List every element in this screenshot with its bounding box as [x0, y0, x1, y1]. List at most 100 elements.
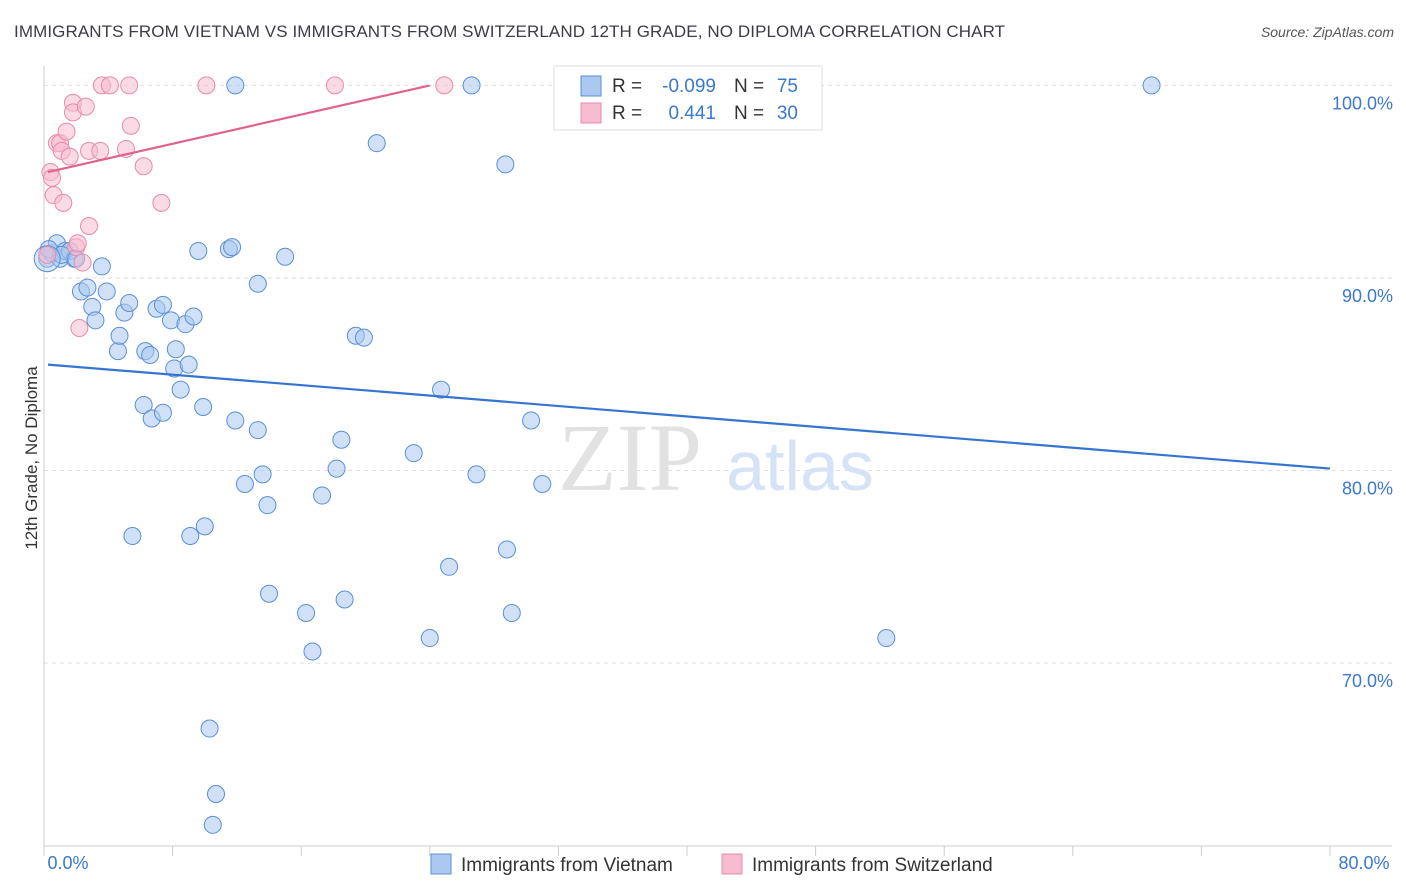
- point-switzerland: [76, 97, 95, 116]
- y-tick-label: 100.0%: [1332, 93, 1393, 113]
- point-vietnam: [110, 326, 129, 345]
- chart-title: IMMIGRANTS FROM VIETNAM VS IMMIGRANTS FR…: [14, 22, 1006, 41]
- legend-label-vietnam: Immigrants from Vietnam: [461, 855, 673, 876]
- point-vietnam: [108, 342, 127, 361]
- point-switzerland: [134, 157, 153, 176]
- point-vietnam: [258, 496, 277, 515]
- stats-swatch-switzerland: [580, 102, 602, 124]
- point-switzerland: [70, 319, 89, 338]
- point-vietnam: [404, 444, 423, 463]
- point-switzerland: [121, 116, 140, 135]
- legend-swatch-vietnam: [430, 853, 452, 875]
- stats-n-value-switzerland: 30: [777, 103, 798, 124]
- point-vietnam: [97, 282, 116, 301]
- legend-label-switzerland: Immigrants from Switzerland: [752, 855, 993, 876]
- point-switzerland: [120, 76, 139, 95]
- grid: [44, 84, 1392, 664]
- point-switzerland: [57, 122, 76, 141]
- y-tick-label: 80.0%: [1342, 479, 1393, 499]
- point-vietnam: [462, 76, 481, 95]
- stats-n-value-vietnam: 75: [777, 76, 798, 97]
- point-vietnam: [502, 604, 521, 623]
- point-vietnam: [200, 719, 219, 738]
- axes: [43, 66, 1392, 856]
- stats-n-label-vietnam: N =: [734, 76, 764, 97]
- watermark-zip: ZIP: [558, 404, 702, 511]
- stats-r-value-switzerland: 0.441: [668, 103, 716, 124]
- point-vietnam: [123, 526, 142, 545]
- point-switzerland: [54, 193, 73, 212]
- trend-line-switzerland: [47, 84, 431, 174]
- point-switzerland: [197, 76, 216, 95]
- point-vietnam: [276, 247, 295, 266]
- point-vietnam: [194, 397, 213, 416]
- x-tick-label-min: 0.0%: [47, 853, 88, 873]
- point-vietnam: [420, 629, 439, 648]
- stats-r-value-vietnam: -0.099: [662, 76, 716, 97]
- stats-n-label-switzerland: N =: [734, 103, 764, 124]
- point-switzerland: [38, 245, 57, 264]
- point-switzerland: [73, 253, 92, 272]
- point-vietnam: [313, 486, 332, 505]
- legend: Immigrants from Vietnam Immigrants from …: [430, 853, 993, 876]
- source-label: Source: ZipAtlas.com: [1260, 24, 1394, 40]
- point-vietnam: [533, 474, 552, 493]
- point-vietnam: [134, 396, 153, 415]
- point-vietnam: [497, 540, 516, 559]
- watermark-atlas: atlas: [726, 427, 874, 505]
- point-vietnam: [166, 340, 185, 359]
- point-vietnam: [141, 345, 160, 364]
- y-tick-labels: 100.0% 90.0% 80.0% 70.0%: [1332, 93, 1393, 691]
- point-vietnam: [1142, 76, 1161, 95]
- point-vietnam: [248, 274, 267, 293]
- series-switzerland-points: [38, 76, 454, 338]
- point-switzerland: [91, 141, 110, 160]
- stats-r-label-switzerland: R =: [612, 103, 642, 124]
- trend-line-vietnam: [47, 363, 1331, 470]
- point-switzerland: [100, 76, 119, 95]
- y-axis-title: 12th Grade, No Diploma: [22, 366, 41, 550]
- point-vietnam: [354, 328, 373, 347]
- point-vietnam: [877, 629, 896, 648]
- point-vietnam: [335, 590, 354, 609]
- point-vietnam: [153, 403, 172, 422]
- stats-swatch-vietnam: [580, 75, 602, 97]
- point-vietnam: [332, 430, 351, 449]
- point-switzerland: [80, 216, 99, 235]
- point-vietnam: [171, 380, 190, 399]
- point-vietnam: [467, 465, 486, 484]
- point-vietnam: [496, 155, 515, 174]
- point-vietnam: [181, 526, 200, 545]
- point-vietnam: [86, 311, 105, 330]
- point-vietnam: [303, 642, 322, 661]
- point-vietnam: [235, 474, 254, 493]
- point-vietnam: [92, 257, 111, 276]
- stats-r-label-vietnam: R =: [612, 76, 642, 97]
- point-vietnam: [522, 411, 541, 430]
- point-vietnam: [226, 76, 245, 95]
- point-switzerland: [60, 147, 79, 166]
- point-vietnam: [440, 557, 459, 576]
- point-vietnam: [260, 584, 279, 603]
- point-vietnam: [207, 785, 226, 804]
- trend-lines: [47, 84, 1331, 470]
- point-vietnam: [120, 293, 139, 312]
- point-vietnam: [195, 517, 214, 536]
- y-tick-label: 90.0%: [1342, 286, 1393, 306]
- point-vietnam: [327, 459, 346, 478]
- y-tick-label: 70.0%: [1342, 671, 1393, 691]
- point-switzerland: [152, 193, 171, 212]
- stats-box: R = -0.099 N = 75 R = 0.441 N = 30: [553, 65, 823, 131]
- point-vietnam: [184, 307, 203, 326]
- point-vietnam: [367, 134, 386, 153]
- point-vietnam: [189, 242, 208, 261]
- point-switzerland: [435, 76, 454, 95]
- point-vietnam: [78, 278, 97, 297]
- point-vietnam: [153, 295, 172, 314]
- point-switzerland: [68, 234, 87, 253]
- point-vietnam: [203, 815, 222, 834]
- point-vietnam: [179, 355, 198, 374]
- point-switzerland: [325, 76, 344, 95]
- x-tick-label-max: 80.0%: [1338, 853, 1389, 873]
